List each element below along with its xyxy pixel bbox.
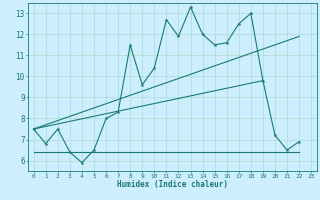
X-axis label: Humidex (Indice chaleur): Humidex (Indice chaleur) xyxy=(117,180,228,189)
